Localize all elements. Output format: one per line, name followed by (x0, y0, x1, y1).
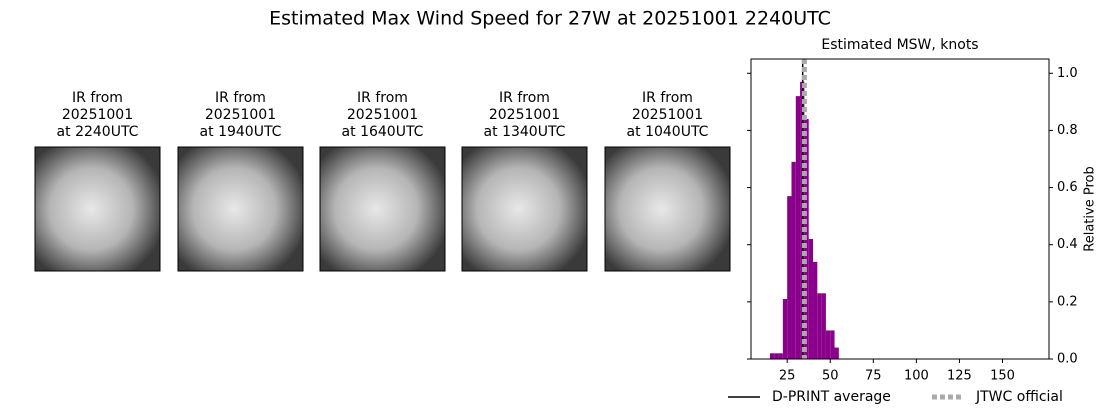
bar (813, 261, 818, 359)
panel-title: IR from (499, 90, 550, 106)
bar (817, 293, 822, 359)
bar (795, 96, 801, 360)
y-tick-label: 0.4 (1057, 237, 1078, 252)
ir-image (177, 146, 304, 272)
panel-title: at 1340UTC (484, 124, 566, 140)
bar (791, 161, 796, 359)
bar (782, 299, 788, 359)
x-tick-label: 100 (904, 369, 929, 384)
panel-title: at 2240UTC (57, 124, 139, 140)
axes-frame (750, 58, 1050, 360)
legend-label: D-PRINT average (772, 389, 891, 405)
bar (834, 347, 839, 359)
bar (787, 196, 792, 359)
panel-title: IR from (357, 90, 408, 106)
panel-title: 20251001 (632, 107, 703, 123)
y-tick-label: 0.0 (1057, 352, 1078, 367)
panel-title: IR from (215, 90, 266, 106)
panel-title: IR from (642, 90, 693, 106)
bar (830, 330, 835, 359)
figure-title: Estimated Max Wind Speed for 27W at 2025… (269, 8, 831, 30)
bar (774, 353, 779, 359)
histogram-chart: Estimated MSW, knots 25 50 75 100 125 150 0.0 0.… (728, 37, 1098, 405)
x-tick-label: 125 (947, 369, 972, 384)
bar (825, 330, 831, 359)
panel-title: 20251001 (62, 107, 133, 123)
ir-image (319, 146, 446, 272)
ir-image (34, 146, 161, 272)
panel-title: 20251001 (205, 107, 276, 123)
x-tick-label: 25 (779, 369, 796, 384)
legend-label: JTWC official (975, 389, 1063, 405)
chart-title: Estimated MSW, knots (821, 37, 978, 53)
bar (778, 353, 783, 359)
x-tick-label: 50 (822, 369, 839, 384)
y-axis-label: Relative Prob (1083, 166, 1098, 251)
x-tick-label: 150 (990, 369, 1015, 384)
panel-title: at 1640UTC (342, 124, 424, 140)
y-tick-label: 0.6 (1057, 180, 1078, 195)
y-tick-label: 0.2 (1057, 294, 1078, 309)
x-tick-label: 75 (865, 369, 882, 384)
bar (769, 353, 775, 359)
y-tick-label: 0.8 (1057, 123, 1078, 138)
panel-title: 20251001 (489, 107, 560, 123)
panel-title: at 1040UTC (627, 124, 709, 140)
ir-image (604, 146, 731, 272)
y-tick-label: 1.0 (1057, 66, 1078, 81)
panel-title: 20251001 (347, 107, 418, 123)
panel-title: at 1940UTC (200, 124, 282, 140)
panel-title: IR from (72, 90, 123, 106)
bar (808, 239, 814, 359)
bar (821, 293, 826, 359)
ir-image (461, 146, 588, 272)
